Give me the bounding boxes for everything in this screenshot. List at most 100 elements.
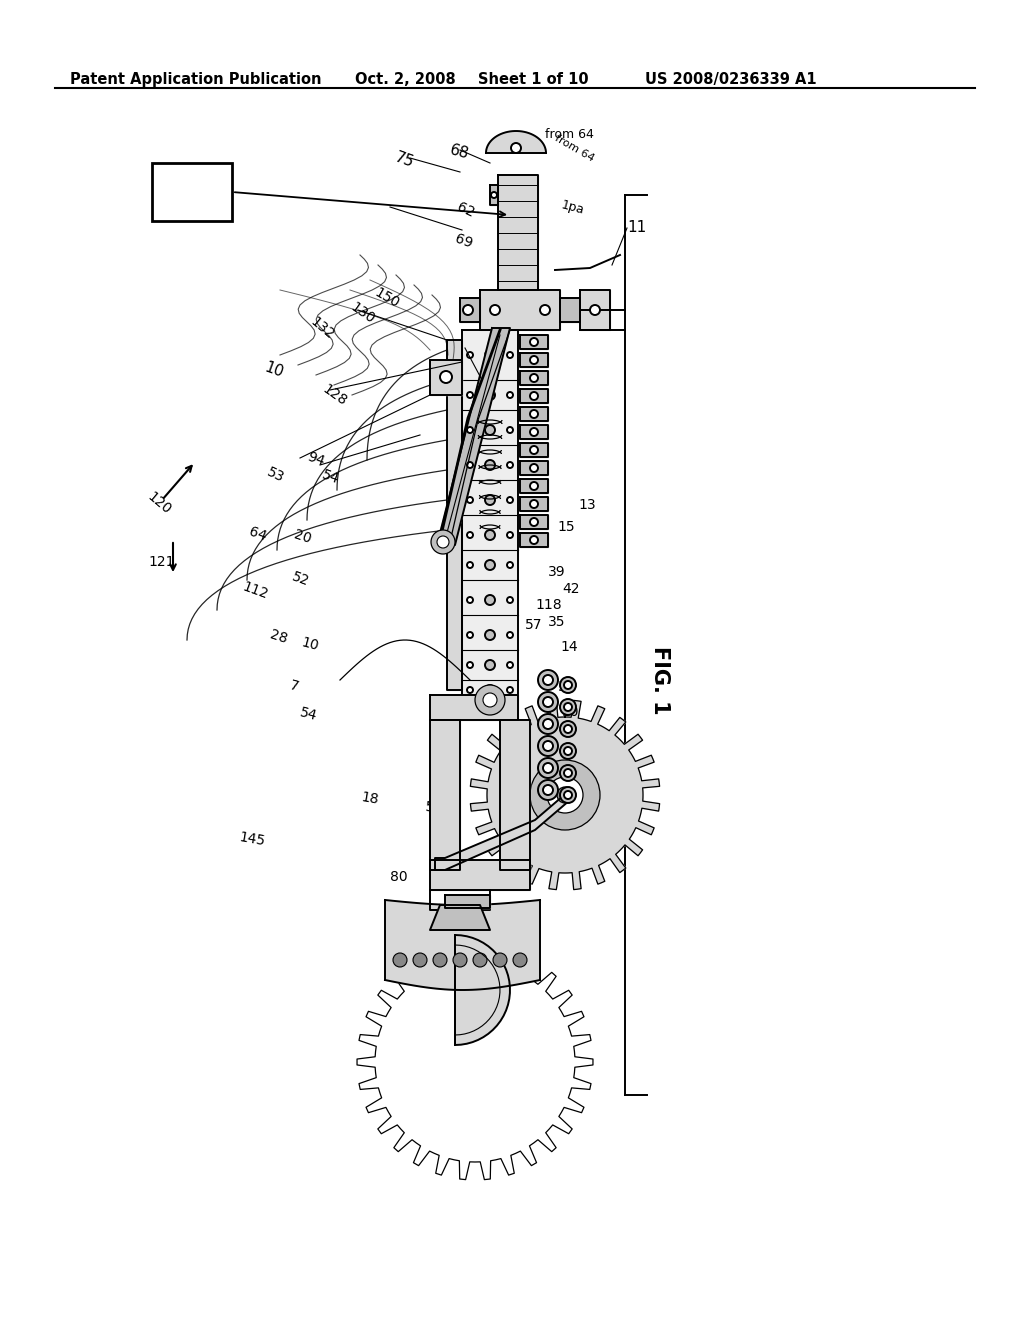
Polygon shape: [520, 425, 548, 440]
Circle shape: [530, 536, 538, 544]
Text: 69: 69: [162, 172, 198, 199]
Circle shape: [467, 663, 473, 668]
Polygon shape: [437, 327, 510, 545]
Text: 54: 54: [298, 705, 318, 723]
Polygon shape: [520, 335, 548, 348]
Text: 112: 112: [240, 579, 269, 602]
Circle shape: [485, 425, 495, 436]
Polygon shape: [430, 861, 530, 890]
Text: 1pa: 1pa: [560, 198, 586, 216]
Circle shape: [538, 758, 558, 777]
Polygon shape: [447, 341, 462, 690]
Circle shape: [538, 780, 558, 800]
Circle shape: [493, 953, 507, 968]
Circle shape: [530, 356, 538, 364]
Circle shape: [530, 482, 538, 490]
Circle shape: [543, 697, 553, 708]
Circle shape: [507, 392, 513, 399]
Text: 57: 57: [525, 618, 543, 632]
Circle shape: [590, 305, 600, 315]
Polygon shape: [357, 944, 593, 1180]
Circle shape: [437, 536, 449, 548]
Circle shape: [507, 632, 513, 638]
Circle shape: [564, 681, 572, 689]
Text: US 2008/0236339 A1: US 2008/0236339 A1: [645, 73, 816, 87]
Text: 10: 10: [478, 875, 496, 888]
Polygon shape: [460, 298, 480, 322]
Circle shape: [530, 374, 538, 381]
Text: 128: 128: [319, 381, 350, 409]
Circle shape: [530, 411, 538, 418]
Circle shape: [557, 787, 573, 803]
Text: 75: 75: [393, 150, 416, 170]
Circle shape: [507, 426, 513, 433]
Circle shape: [530, 338, 538, 346]
Polygon shape: [430, 696, 518, 719]
Circle shape: [467, 426, 473, 433]
Circle shape: [485, 350, 495, 360]
Circle shape: [467, 498, 473, 503]
Circle shape: [467, 686, 473, 693]
Circle shape: [564, 725, 572, 733]
Polygon shape: [520, 479, 548, 492]
Text: 34: 34: [558, 680, 575, 694]
Text: 64: 64: [247, 525, 268, 544]
Circle shape: [543, 741, 553, 751]
Circle shape: [507, 562, 513, 568]
Polygon shape: [520, 407, 548, 421]
Circle shape: [538, 714, 558, 734]
Circle shape: [485, 660, 495, 671]
Circle shape: [560, 721, 575, 737]
Circle shape: [564, 747, 572, 755]
Polygon shape: [520, 515, 548, 529]
Circle shape: [507, 686, 513, 693]
Circle shape: [507, 498, 513, 503]
Text: 68: 68: [449, 143, 471, 161]
Circle shape: [431, 531, 455, 554]
Circle shape: [475, 685, 505, 715]
Circle shape: [530, 500, 538, 508]
Text: 11: 11: [627, 220, 646, 235]
Polygon shape: [500, 719, 530, 870]
Circle shape: [511, 143, 521, 153]
Text: 28: 28: [268, 628, 289, 647]
Circle shape: [485, 685, 495, 696]
Text: 7: 7: [288, 678, 300, 694]
Circle shape: [507, 597, 513, 603]
Circle shape: [507, 352, 513, 358]
Polygon shape: [430, 719, 460, 870]
Text: 62: 62: [455, 201, 477, 220]
Polygon shape: [486, 131, 546, 153]
Polygon shape: [520, 444, 548, 457]
Text: 96: 96: [455, 338, 477, 359]
Polygon shape: [560, 298, 580, 322]
Circle shape: [538, 737, 558, 756]
Circle shape: [507, 532, 513, 539]
Text: 118: 118: [535, 598, 561, 612]
Text: 80: 80: [390, 870, 408, 884]
Polygon shape: [520, 498, 548, 511]
Circle shape: [490, 305, 500, 315]
Circle shape: [467, 562, 473, 568]
Text: Sheet 1 of 10: Sheet 1 of 10: [478, 73, 589, 87]
Text: 10: 10: [262, 360, 286, 380]
Circle shape: [540, 305, 550, 315]
Polygon shape: [498, 176, 538, 290]
Text: 132: 132: [308, 315, 337, 343]
Circle shape: [467, 532, 473, 539]
Circle shape: [467, 462, 473, 469]
Polygon shape: [520, 389, 548, 403]
Circle shape: [433, 953, 447, 968]
Circle shape: [485, 459, 495, 470]
Circle shape: [530, 428, 538, 436]
Text: 145: 145: [238, 830, 266, 849]
Polygon shape: [520, 352, 548, 367]
Circle shape: [543, 785, 553, 795]
Circle shape: [483, 693, 497, 708]
Circle shape: [560, 677, 575, 693]
Text: FIG. 1: FIG. 1: [650, 645, 670, 714]
Polygon shape: [580, 290, 610, 330]
Text: 42: 42: [562, 582, 580, 597]
Circle shape: [564, 704, 572, 711]
Polygon shape: [520, 533, 548, 546]
